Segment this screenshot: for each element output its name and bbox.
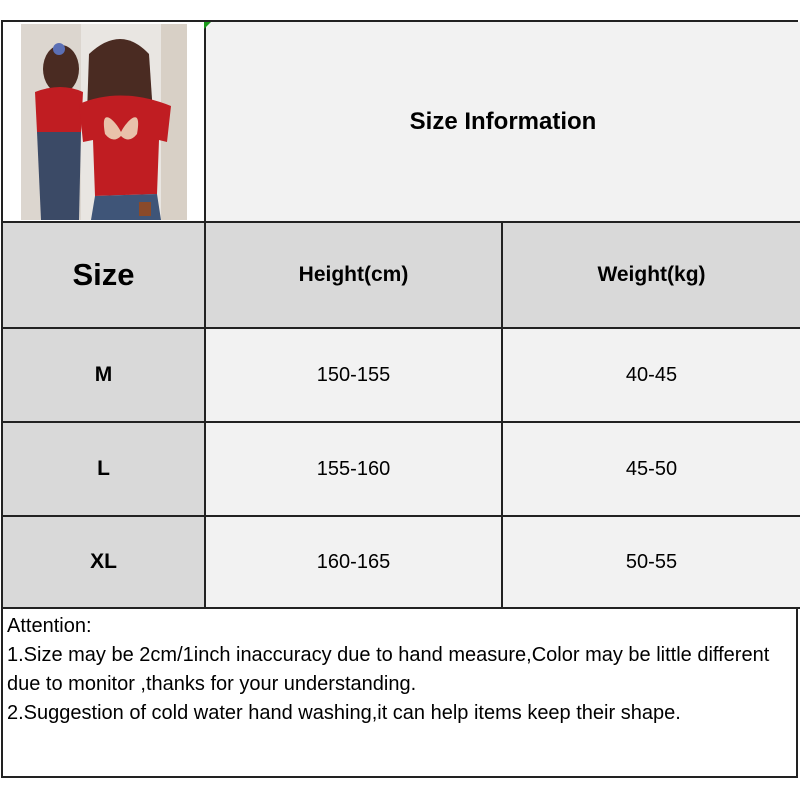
notes-heading: Attention:: [7, 615, 92, 637]
weight-value: 40-45: [625, 363, 678, 386]
page-title: Size Information: [409, 107, 597, 135]
header-height: Height(cm): [206, 223, 503, 329]
height-value: 155-160: [316, 457, 391, 480]
height-value: 160-165: [316, 550, 391, 573]
table-row-height: 150-155: [206, 329, 503, 423]
note-line-2: 2.Suggestion of cold water hand washing,…: [7, 702, 681, 724]
table-row-size: L: [3, 423, 206, 517]
table-row-weight: 45-50: [503, 423, 800, 517]
table-row-size: XL: [3, 517, 206, 609]
attention-notes: Attention: 1.Size may be 2cm/1inch inacc…: [3, 609, 796, 776]
header-weight-label: Weight(kg): [597, 263, 706, 286]
table-row-height: 155-160: [206, 423, 503, 517]
table-row-size: M: [3, 329, 206, 423]
header-weight: Weight(kg): [503, 223, 800, 329]
header-size: Size: [3, 223, 206, 329]
title-cell: Size Information: [206, 22, 800, 223]
height-value: 150-155: [316, 363, 391, 386]
note-line-1: 1.Size may be 2cm/1inch inaccuracy due t…: [7, 644, 770, 695]
size-chart-table: Size Information Size Height(cm) Weight(…: [1, 20, 800, 778]
header-size-label: Size: [72, 257, 135, 292]
product-photo: [20, 23, 187, 220]
header-height-label: Height(cm): [298, 263, 409, 286]
size-label: L: [97, 457, 110, 480]
table-row-height: 160-165: [206, 517, 503, 609]
table-row-weight: 50-55: [503, 517, 800, 609]
weight-value: 45-50: [625, 457, 678, 480]
product-image-cell: [3, 22, 206, 223]
weight-value: 50-55: [625, 550, 678, 573]
cell-marker-icon: [204, 22, 211, 29]
size-label: XL: [90, 550, 117, 573]
table-row-weight: 40-45: [503, 329, 800, 423]
size-label: M: [94, 363, 113, 386]
